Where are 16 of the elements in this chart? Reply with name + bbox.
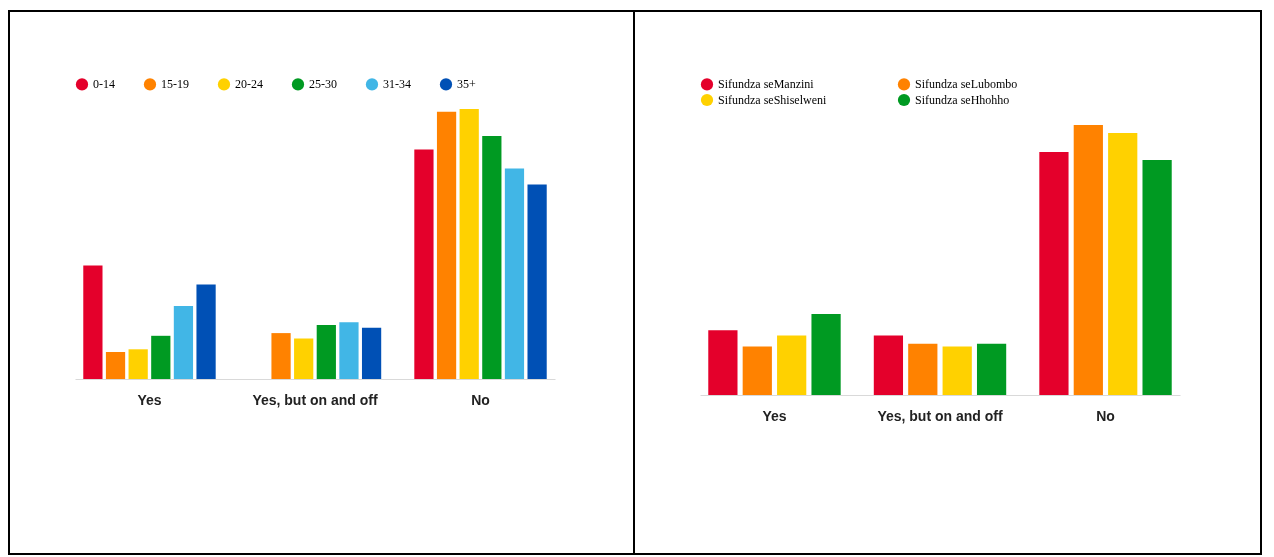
legend-label: 20-24 [235,77,263,92]
x-tick-label: No [1096,407,1115,424]
x-tick-label: Yes, but on and off [877,407,1003,424]
legend-label: Sifundza seManzini [718,77,815,92]
x-tick-label: Yes [762,407,787,424]
x-tick-label: No [471,391,490,408]
legend-label: 25-30 [309,77,337,92]
legend-label: 0-14 [93,77,115,92]
legend-label: 15-19 [161,77,189,92]
legend-label: Sifundza seShiselweni [718,93,827,107]
legend-label: 35+ [457,77,476,92]
legend-label: 31-34 [383,77,411,92]
x-tick-label: Yes, but on and off [252,391,378,408]
x-tick-label: Yes [137,391,162,408]
legend-label: Sifundza seLubombo [915,77,1018,92]
legend-label: Sifundza seHhohho [915,93,1010,107]
